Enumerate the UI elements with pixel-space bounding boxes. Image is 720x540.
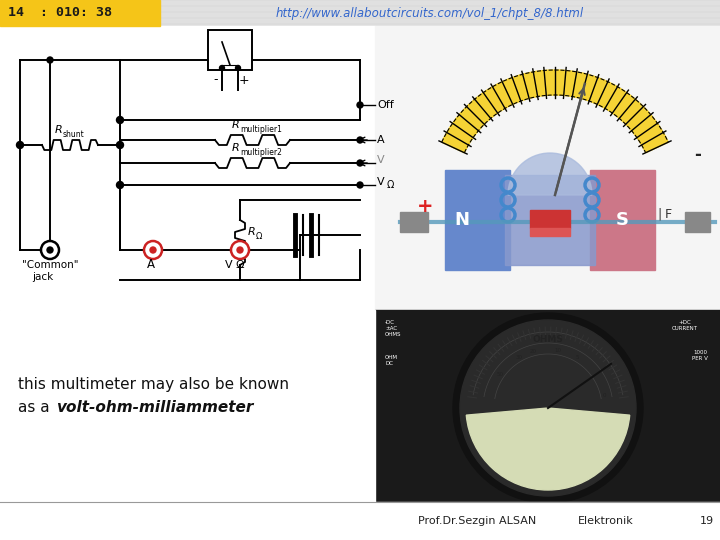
Circle shape <box>453 313 643 503</box>
Circle shape <box>237 247 243 253</box>
Text: R: R <box>55 125 63 135</box>
Text: R: R <box>248 227 256 237</box>
Circle shape <box>47 247 53 253</box>
Text: 14  : 010: 38: 14 : 010: 38 <box>8 6 112 19</box>
Text: N: N <box>454 211 469 229</box>
Text: OHM
DC: OHM DC <box>385 355 398 366</box>
Text: shunt: shunt <box>63 130 85 139</box>
Circle shape <box>17 141 24 149</box>
Bar <box>0 502 720 540</box>
Bar <box>0 310 375 502</box>
Text: R: R <box>232 143 240 153</box>
Circle shape <box>357 102 363 108</box>
Text: 30: 30 <box>516 355 523 360</box>
Wedge shape <box>467 408 630 490</box>
Bar <box>208 30 252 70</box>
Bar <box>0 26 375 310</box>
Bar <box>0 0 160 26</box>
Bar <box>590 170 655 270</box>
Text: -: - <box>214 73 218 86</box>
Text: 1000
PER V: 1000 PER V <box>692 350 708 361</box>
Polygon shape <box>441 70 668 153</box>
Text: R: R <box>232 120 240 130</box>
Circle shape <box>220 65 225 71</box>
Text: this multimeter may also be known: this multimeter may also be known <box>18 377 289 393</box>
Circle shape <box>357 160 363 166</box>
Text: multiplier2: multiplier2 <box>240 148 282 157</box>
Bar <box>530 210 570 228</box>
Text: Ω: Ω <box>256 232 262 241</box>
Text: A: A <box>147 258 155 271</box>
Circle shape <box>117 141 124 149</box>
Text: |: | <box>657 208 661 221</box>
Text: 5: 5 <box>575 355 579 360</box>
Text: 10: 10 <box>554 348 562 353</box>
Bar <box>400 212 428 232</box>
Circle shape <box>117 181 124 188</box>
Text: +DC
CURRENT: +DC CURRENT <box>672 320 698 331</box>
Text: Ω: Ω <box>387 180 395 190</box>
Circle shape <box>460 320 636 496</box>
Text: A: A <box>377 135 384 145</box>
Wedge shape <box>508 153 592 195</box>
Text: -DC
±AC
OHMS: -DC ±AC OHMS <box>385 320 402 338</box>
Text: 0: 0 <box>603 394 606 399</box>
Text: "Common": "Common" <box>22 260 78 270</box>
Text: +: + <box>239 73 249 86</box>
Circle shape <box>47 57 53 63</box>
Text: Elektronik: Elektronik <box>578 516 634 526</box>
Bar <box>375 310 720 502</box>
Circle shape <box>41 241 59 259</box>
Circle shape <box>117 117 124 124</box>
Text: OHMS: OHMS <box>533 335 564 345</box>
Circle shape <box>357 137 363 143</box>
Text: 50: 50 <box>497 372 504 377</box>
Bar <box>685 212 710 232</box>
Bar <box>375 26 720 310</box>
Text: 19: 19 <box>700 516 714 526</box>
Text: V: V <box>377 155 384 165</box>
Bar <box>505 175 595 265</box>
Text: 20: 20 <box>529 349 536 354</box>
Text: S: S <box>616 211 629 229</box>
Circle shape <box>144 241 162 259</box>
Circle shape <box>231 241 249 259</box>
Text: -: - <box>694 146 701 164</box>
Text: as a: as a <box>18 401 55 415</box>
Text: V: V <box>377 177 384 187</box>
Bar <box>530 228 570 236</box>
Text: V Ω: V Ω <box>225 260 245 270</box>
Text: Off: Off <box>377 100 394 110</box>
Text: +: + <box>417 197 433 216</box>
Text: jack: jack <box>32 272 53 282</box>
Text: Prof.Dr.Sezgin ALSAN: Prof.Dr.Sezgin ALSAN <box>418 516 536 526</box>
Text: volt-ohm-milliammeter: volt-ohm-milliammeter <box>56 401 253 415</box>
Text: http://www.allaboutcircuits.com/vol_1/chpt_8/8.html: http://www.allaboutcircuits.com/vol_1/ch… <box>276 6 584 19</box>
Text: F: F <box>665 208 672 221</box>
Bar <box>445 170 510 270</box>
Circle shape <box>150 247 156 253</box>
Circle shape <box>235 65 240 71</box>
Circle shape <box>357 182 363 188</box>
Text: multiplier1: multiplier1 <box>240 125 282 134</box>
